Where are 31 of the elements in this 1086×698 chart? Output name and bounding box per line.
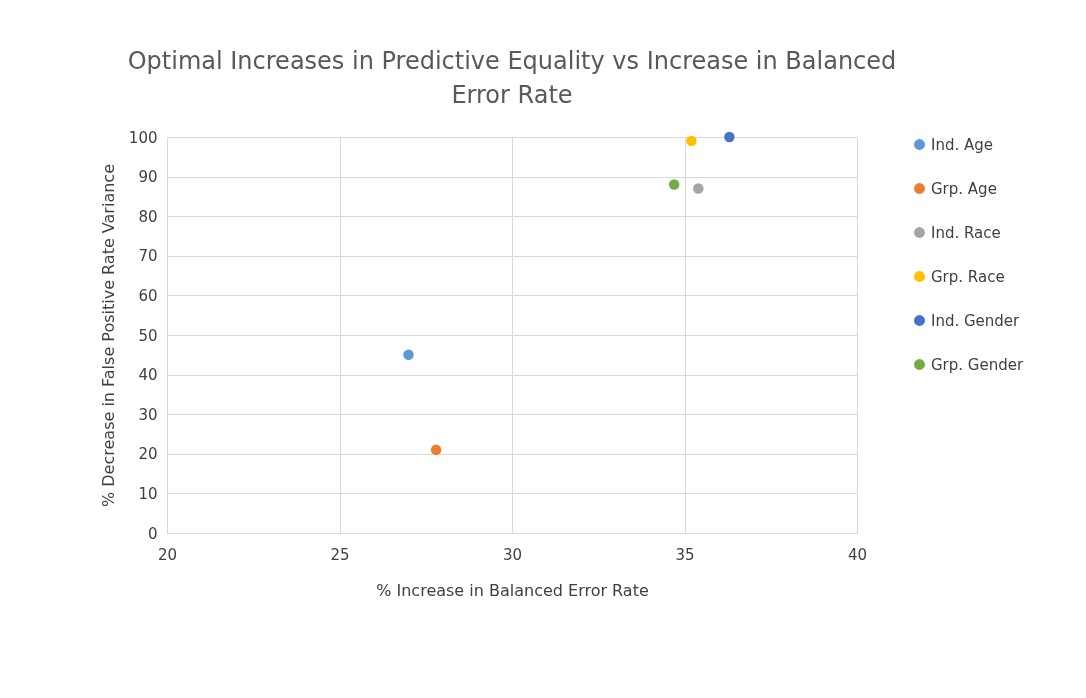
y-tick-label: 90 bbox=[138, 168, 158, 187]
point bbox=[668, 179, 680, 190]
x-tick-label: 25 bbox=[330, 545, 350, 564]
y-tick-label: 0 bbox=[147, 524, 158, 543]
x-tick-label: 35 bbox=[675, 545, 695, 564]
point bbox=[724, 131, 735, 143]
chart-title: Optimal Increases in Predictive Equality vs Increase in Balanced Error Rate bbox=[127, 47, 897, 109]
y-tick-label: 40 bbox=[138, 366, 158, 385]
y-tick-label: 80 bbox=[138, 207, 158, 226]
legend-label: Ind. Age bbox=[931, 135, 993, 154]
point bbox=[403, 349, 414, 361]
point bbox=[693, 183, 704, 194]
legend-label: Ind. Gender bbox=[931, 311, 1021, 330]
point bbox=[686, 135, 697, 147]
x-tick-label: 40 bbox=[847, 545, 868, 564]
x-axis-title: % Increase in Balanced Error Rate bbox=[376, 580, 649, 600]
legend-label: Grp. Race bbox=[931, 267, 1005, 286]
y-tick-label: 10 bbox=[138, 484, 158, 503]
y-tick-label: 50 bbox=[138, 326, 158, 345]
legend-label: Grp. Age bbox=[931, 179, 997, 198]
x-tick-label: 20 bbox=[157, 545, 178, 564]
y-tick-label: 30 bbox=[138, 405, 158, 424]
y-tick-label: 60 bbox=[138, 286, 158, 305]
y-tick-label: 20 bbox=[138, 445, 158, 464]
y-tick-label: 70 bbox=[138, 247, 158, 266]
point bbox=[430, 444, 442, 456]
y-axis-title: % Decrease in False Positive Rate Variance bbox=[98, 164, 118, 507]
x-tick-label: 30 bbox=[502, 545, 523, 564]
legend-label: Ind. Race bbox=[931, 223, 1001, 242]
y-tick-label: 100 bbox=[128, 128, 158, 147]
legend-label: Grp. Gender bbox=[931, 355, 1024, 374]
